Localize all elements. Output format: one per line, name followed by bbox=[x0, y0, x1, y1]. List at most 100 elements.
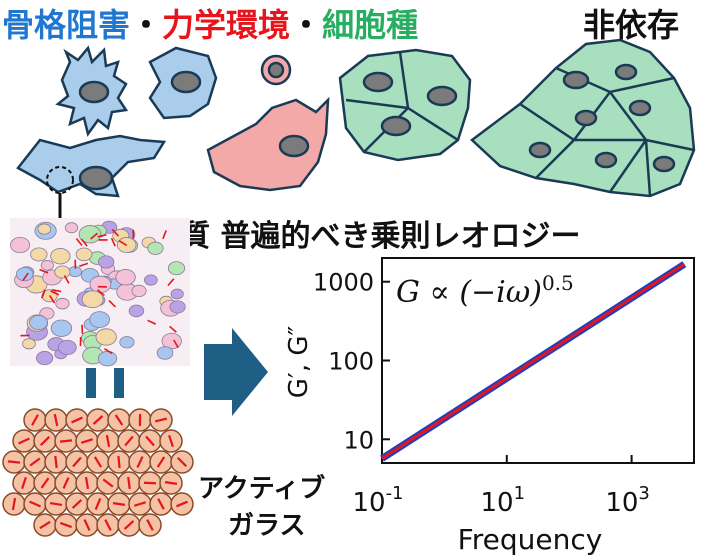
header-sep-1: ・ bbox=[130, 6, 162, 44]
particle-arrow bbox=[117, 455, 121, 469]
particle-arrow bbox=[168, 434, 174, 448]
particle-arrow bbox=[54, 455, 58, 469]
cytoplasm-force-arrow bbox=[75, 237, 83, 247]
cytoplasm-protein-blob bbox=[55, 297, 70, 310]
cytoplasm-protein-blob bbox=[147, 241, 164, 255]
cytoplasm-protein-blob bbox=[64, 222, 79, 234]
y-tick-label: 1000 bbox=[313, 269, 374, 297]
chart-annotation: G ∝ (−iω)0.5 bbox=[396, 271, 574, 310]
x-tick-label: 101 bbox=[481, 483, 526, 518]
particle-arrow bbox=[39, 520, 51, 530]
cytoplasm-force-arrow bbox=[79, 262, 89, 267]
cytoplasm-protein-blob bbox=[81, 290, 104, 309]
particle-arrow bbox=[59, 439, 73, 443]
particle-arrow bbox=[123, 520, 135, 530]
cytoplasm-protein-blob bbox=[35, 351, 54, 366]
cytoplasm-force-arrow bbox=[104, 348, 113, 355]
header-sep-2: ・ bbox=[290, 6, 322, 44]
particle-arrow bbox=[84, 476, 90, 490]
cytoplasm-protein-blob bbox=[128, 304, 145, 318]
subtitle: 細胞質 普遍的べき乗則レオロジー bbox=[120, 219, 580, 254]
particle-arrow bbox=[18, 437, 30, 445]
particle-arrow bbox=[71, 499, 83, 509]
series-line bbox=[381, 262, 686, 460]
cytoplasm-protein-blob bbox=[89, 311, 110, 328]
cytoplasm-force-arrow bbox=[41, 289, 46, 299]
cytoplasm-protein-blob bbox=[119, 336, 135, 349]
particle-arrow bbox=[31, 414, 39, 426]
cytoplasm-protein-blob bbox=[15, 267, 34, 282]
cytoplasm-force-arrow bbox=[90, 232, 98, 240]
cytoplasm-protein-blob bbox=[144, 274, 158, 286]
cytoplasm-protein-blob bbox=[97, 350, 118, 367]
active-glass-particles bbox=[2, 408, 194, 537]
cytoplasm-force-arrow bbox=[39, 268, 49, 274]
cytoplasm-protein-blob bbox=[30, 247, 48, 262]
cytoplasm-force-arrow bbox=[111, 228, 120, 237]
cytoplasm-force-arrow bbox=[118, 240, 128, 247]
particle-arrow bbox=[105, 434, 111, 448]
cytoplasm-protein-blob bbox=[98, 255, 115, 269]
cytoplasm-force-arrow bbox=[96, 289, 105, 297]
cytoplasm-protein-blob bbox=[37, 223, 52, 235]
particle-arrow bbox=[72, 456, 82, 468]
particle-arrow bbox=[104, 519, 112, 531]
cytoplasm-force-arrow bbox=[22, 272, 29, 281]
cytoplasm-protein-blob bbox=[50, 319, 73, 337]
cytoplasm-force-arrow bbox=[167, 278, 175, 287]
side-label-line2: ガラス bbox=[228, 511, 305, 541]
cytoplasm-force-arrow bbox=[52, 288, 62, 293]
cytoplasm-protein-blob bbox=[22, 338, 36, 350]
cytoplasm-protein-blob bbox=[167, 261, 186, 276]
y-axis-label: G′, G″ bbox=[284, 325, 314, 398]
header-part-independent: 非依存 bbox=[583, 6, 679, 44]
particle-arrow bbox=[71, 416, 83, 424]
cytoplasm-force-arrow bbox=[108, 300, 116, 308]
cytoplasm-protein-blob bbox=[54, 265, 71, 279]
particle-arrow bbox=[39, 436, 51, 446]
header-part-skeleton: 骨格阻害 bbox=[2, 6, 130, 44]
cytoplasm-protein-blob bbox=[50, 248, 71, 265]
cytoplasm-force-arrow bbox=[169, 325, 177, 333]
particle-arrow bbox=[29, 500, 41, 508]
particle-arrow bbox=[154, 417, 168, 423]
particle-arrow bbox=[156, 456, 166, 468]
arrow-right-icon bbox=[204, 328, 268, 416]
zoom-circle bbox=[46, 166, 74, 194]
particle-arrow bbox=[94, 498, 102, 510]
particle-arrow bbox=[11, 497, 17, 511]
particle-arrow bbox=[83, 519, 91, 531]
particle-arrow bbox=[7, 460, 21, 464]
cytoplasm-force-arrow bbox=[97, 233, 107, 238]
particle-arrow bbox=[176, 500, 188, 508]
y-tick-label: 10 bbox=[343, 426, 374, 454]
x-axis-label: Frequency bbox=[458, 523, 603, 556]
particle-arrow bbox=[164, 481, 178, 485]
cell-icon bbox=[16, 38, 696, 198]
particle-arrow bbox=[114, 414, 124, 426]
cytoplasm-protein-blob bbox=[169, 300, 186, 314]
particle-arrow bbox=[80, 438, 94, 444]
cytoplasm-protein-blob bbox=[89, 275, 112, 294]
cytoplasm-protein-blob bbox=[78, 225, 102, 244]
particle-arrow bbox=[29, 457, 41, 467]
particle-arrow bbox=[93, 456, 103, 468]
cytoplasm-protein-blob bbox=[131, 284, 147, 298]
particle-arrow bbox=[40, 477, 50, 489]
cytoplasm-protein-blob bbox=[40, 260, 54, 271]
cytoplasm-protein-blob bbox=[170, 288, 184, 300]
particle-arrow bbox=[53, 413, 59, 427]
cytoplasm-protein-blob bbox=[57, 339, 77, 356]
cytoplasm-protein-blob bbox=[75, 247, 93, 262]
equals-sign bbox=[86, 368, 124, 398]
cytoplasm-force-arrow bbox=[49, 295, 56, 304]
particle-arrow bbox=[127, 476, 131, 490]
cytoplasm-force-arrow bbox=[162, 230, 167, 240]
particle-arrow bbox=[157, 498, 165, 510]
particle-arrow bbox=[92, 415, 104, 425]
particle-arrow bbox=[102, 478, 114, 488]
cytoplasm-force-arrow bbox=[50, 290, 60, 296]
x-tick-label: 10-1 bbox=[352, 483, 403, 518]
particle-arrow bbox=[176, 456, 188, 468]
